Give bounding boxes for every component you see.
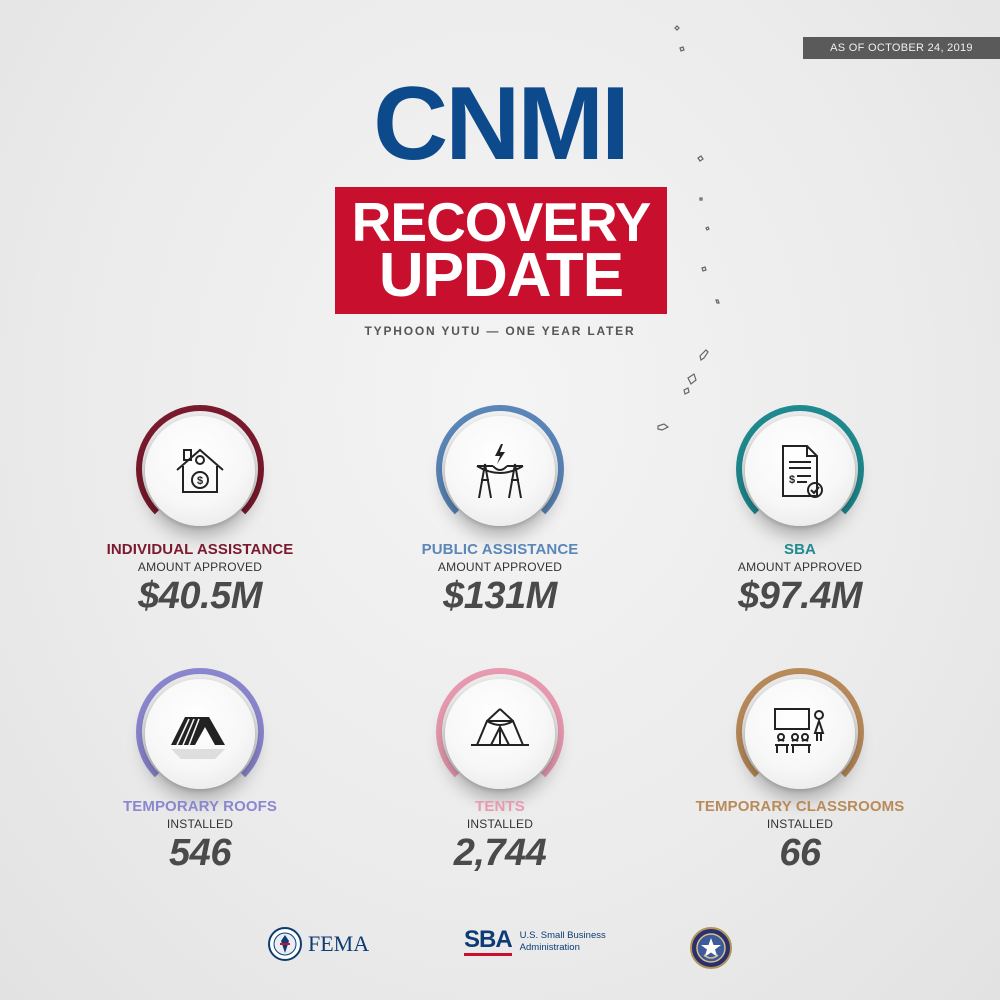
- title-recovery: RECOVERY: [351, 190, 652, 253]
- svg-text:$: $: [789, 474, 795, 486]
- stat-value: 546: [169, 832, 231, 874]
- stat-disc: $: [145, 416, 255, 526]
- stat-label: INDIVIDUAL ASSISTANCE: [106, 541, 294, 558]
- stat-disc: [145, 679, 255, 789]
- stat-value: $97.4M: [738, 575, 862, 617]
- footer-logos: FEMA SBA U.S. Small Business Administrat…: [0, 925, 1000, 970]
- stat-sublabel: AMOUNT APPROVED: [137, 560, 263, 574]
- title-update: UPDATE: [378, 241, 624, 311]
- house-dollar-icon: $: [176, 448, 224, 493]
- stat-value: $131M: [443, 575, 557, 617]
- power-tower-icon: [476, 444, 524, 499]
- stat-label: TEMPORARY CLASSROOMS: [695, 798, 905, 815]
- sba-name: U.S. Small Business Administration: [519, 930, 606, 953]
- stat-label: TEMPORARY ROOFS: [122, 798, 277, 815]
- classroom-icon: [774, 708, 825, 753]
- stat-value: 66: [779, 832, 821, 874]
- islands-map-icon: [657, 25, 720, 431]
- fema-label: FEMA: [308, 931, 370, 956]
- sba-mark: SBA: [464, 928, 513, 956]
- svg-text:$: $: [197, 475, 203, 487]
- stat-label: TENTS: [475, 798, 525, 815]
- stat-label: SBA: [784, 541, 816, 558]
- stat-disc: $: [745, 416, 855, 526]
- stat-ring: [136, 668, 264, 796]
- stat-sublabel: INSTALLED: [166, 817, 234, 831]
- stat-disc: [445, 416, 555, 526]
- stat-sublabel: AMOUNT APPROVED: [437, 560, 563, 574]
- approved-document-icon: $: [782, 445, 823, 498]
- stat-value: $40.5M: [138, 575, 262, 617]
- stat-ring: [436, 405, 564, 533]
- stat-disc: [745, 679, 855, 789]
- roof-icon: [171, 717, 225, 759]
- cnmi-seal: [690, 927, 732, 974]
- dhs-seal-icon: [268, 927, 302, 961]
- stat-ring: [436, 668, 564, 796]
- cnmi-seal-icon: [690, 927, 732, 969]
- tent-icon: [471, 708, 529, 746]
- subtitle: TYPHOON YUTU — ONE YEAR LATER: [364, 324, 636, 338]
- stat-sublabel: INSTALLED: [766, 817, 834, 831]
- title-banner: RECOVERY UPDATE: [335, 187, 667, 314]
- stat-sublabel: AMOUNT APPROVED: [737, 560, 863, 574]
- stat-disc: [445, 679, 555, 789]
- stat-label: PUBLIC ASSISTANCE: [421, 541, 579, 558]
- stat-value: 2,744: [453, 832, 547, 874]
- fema-logo: FEMA: [268, 927, 369, 961]
- page-title: CNMI: [373, 66, 630, 182]
- sba-logo: SBA U.S. Small Business Administration: [464, 928, 615, 956]
- date-badge: AS OF OCTOBER 24, 2019: [803, 37, 1000, 59]
- stat-ring: [136, 405, 264, 533]
- stat-sublabel: INSTALLED: [466, 817, 534, 831]
- stat-ring: [736, 668, 864, 796]
- stat-ring: [736, 405, 864, 533]
